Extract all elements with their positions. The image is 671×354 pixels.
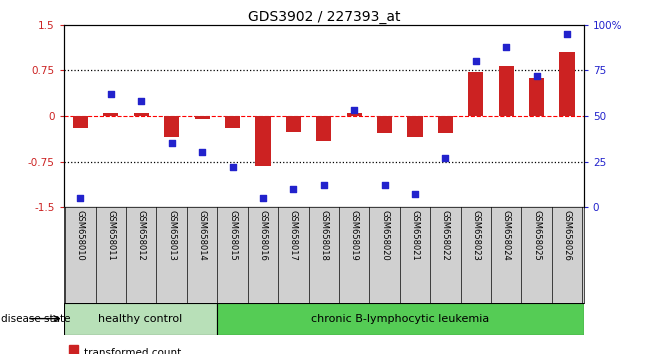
Text: disease state: disease state <box>1 314 71 324</box>
Text: GSM658013: GSM658013 <box>167 210 176 261</box>
Text: GSM658015: GSM658015 <box>228 210 237 261</box>
Point <box>531 73 542 79</box>
Bar <box>256 116 270 166</box>
Text: GSM658017: GSM658017 <box>289 210 298 261</box>
Bar <box>217 303 584 335</box>
Point <box>349 108 360 113</box>
Bar <box>73 116 88 128</box>
Text: GSM658010: GSM658010 <box>76 210 85 261</box>
Bar <box>134 113 149 116</box>
Text: GSM658026: GSM658026 <box>562 210 572 261</box>
Bar <box>164 116 179 137</box>
Point <box>136 98 147 104</box>
Bar <box>286 116 301 132</box>
Point <box>409 192 420 197</box>
Bar <box>316 116 331 142</box>
Text: GSM658014: GSM658014 <box>198 210 207 261</box>
Bar <box>437 116 453 133</box>
Point <box>470 58 481 64</box>
Text: chronic B-lymphocytic leukemia: chronic B-lymphocytic leukemia <box>311 314 489 324</box>
Bar <box>103 113 119 116</box>
Text: GSM658012: GSM658012 <box>137 210 146 261</box>
Bar <box>346 113 362 116</box>
Point <box>258 195 268 201</box>
Point <box>501 44 511 50</box>
Bar <box>499 66 514 116</box>
Bar <box>69 345 79 354</box>
Bar <box>377 116 392 133</box>
Bar <box>195 116 210 119</box>
Point <box>379 182 390 188</box>
Text: transformed count: transformed count <box>83 348 180 354</box>
Point <box>318 182 329 188</box>
Point <box>227 164 238 170</box>
Text: GSM658011: GSM658011 <box>107 210 115 261</box>
Text: GSM658025: GSM658025 <box>532 210 541 261</box>
Bar <box>407 116 423 137</box>
Text: GSM658023: GSM658023 <box>471 210 480 261</box>
Bar <box>560 52 574 116</box>
Point <box>105 91 116 97</box>
Point <box>166 141 177 146</box>
Text: GSM658024: GSM658024 <box>502 210 511 261</box>
Text: GSM658016: GSM658016 <box>258 210 268 261</box>
Point <box>562 31 572 37</box>
Text: GSM658020: GSM658020 <box>380 210 389 261</box>
Point <box>288 186 299 192</box>
Bar <box>468 72 483 116</box>
Text: healthy control: healthy control <box>98 314 183 324</box>
Point <box>197 149 207 155</box>
Point <box>440 155 451 161</box>
Point <box>75 195 86 201</box>
Bar <box>225 116 240 128</box>
Title: GDS3902 / 227393_at: GDS3902 / 227393_at <box>248 10 400 24</box>
Bar <box>529 78 544 116</box>
Text: GSM658021: GSM658021 <box>411 210 419 261</box>
Text: GSM658018: GSM658018 <box>319 210 328 261</box>
Text: GSM658022: GSM658022 <box>441 210 450 261</box>
Text: GSM658019: GSM658019 <box>350 210 359 261</box>
Bar <box>64 303 217 335</box>
